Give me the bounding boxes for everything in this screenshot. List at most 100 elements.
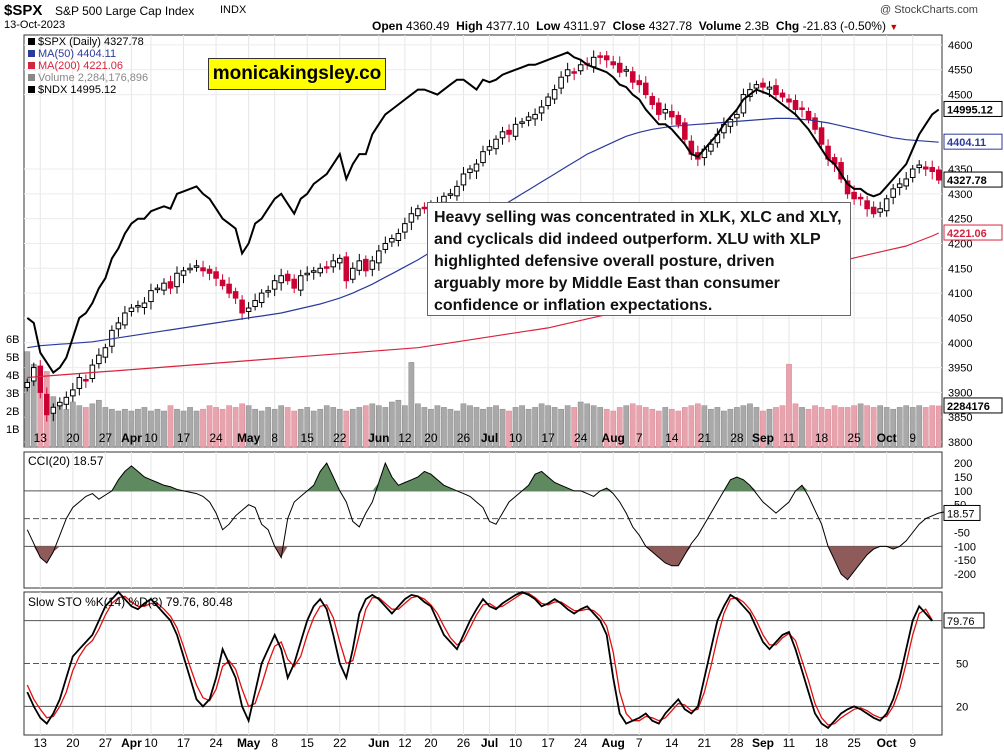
volume-bar [903, 405, 910, 448]
close-label: Close [612, 19, 646, 33]
volume-bar [467, 405, 473, 448]
volume-bar [571, 407, 578, 448]
volume-bar [480, 408, 486, 448]
candle-body [727, 118, 734, 127]
volume-bar [675, 410, 682, 448]
candle-body [616, 62, 623, 73]
ticker-symbol: $SPX [4, 2, 43, 19]
volume-bar [486, 407, 493, 448]
volume-bar [206, 405, 213, 448]
price-badge-label: 14995.12 [947, 104, 993, 116]
x-tick-label: May [237, 431, 261, 445]
volume-bar [545, 405, 551, 448]
cci-line [26, 461, 952, 581]
volume-bar [375, 405, 382, 448]
candle-body [206, 268, 213, 274]
volume-bar [297, 408, 304, 448]
volume-bar [831, 405, 838, 448]
candle-body [512, 123, 519, 137]
candle-body [278, 275, 284, 284]
candle-body [669, 110, 675, 118]
sto-tick-label: 50 [956, 659, 968, 671]
volume-bar [538, 403, 545, 448]
volume-bar [714, 407, 721, 448]
price-tick-label: 4000 [948, 338, 972, 350]
volume-tick-label: 5B [6, 352, 19, 364]
candle-body [37, 365, 44, 393]
candle-body [57, 401, 63, 407]
candle-body [363, 258, 369, 272]
volume-bar [232, 407, 239, 448]
volume-bar [167, 405, 174, 448]
candle-body [128, 307, 135, 312]
volume-bar [616, 407, 623, 448]
volume-bar [506, 410, 512, 448]
sto-tick-label: 20 [956, 701, 968, 713]
candle-body [636, 80, 643, 86]
volume-bar [727, 408, 734, 448]
volume-bar [922, 407, 929, 448]
candle-body [135, 305, 141, 308]
legend-swatch [28, 62, 35, 69]
volume-bar [56, 405, 63, 448]
volume-bar [877, 405, 884, 448]
candle-body [493, 138, 499, 150]
volume-bar [362, 405, 369, 448]
x-tick-label: 14 [665, 431, 679, 445]
volume-bar [740, 405, 747, 448]
candle-body [916, 164, 922, 169]
volume-bar [532, 407, 538, 448]
candle-body [102, 347, 109, 358]
x-tick-label: 12 [398, 431, 412, 445]
volume-value: 2.3B [744, 19, 770, 33]
volume-bar [662, 407, 669, 448]
candle-body [805, 110, 812, 120]
volume-tick-label: 3B [6, 388, 19, 400]
open-value: 4360.49 [406, 19, 450, 33]
candle-body [467, 168, 473, 173]
volume-bar [590, 405, 597, 448]
x-tick-label: Jul [481, 736, 498, 750]
candle-body [896, 183, 903, 188]
volume-bar [564, 405, 571, 448]
volume-bar [102, 407, 109, 448]
candle-body [551, 89, 558, 100]
candle-body [656, 102, 662, 115]
volume-bar [349, 408, 356, 448]
price-tick-label: 4250 [948, 214, 972, 226]
candle-body [506, 129, 512, 135]
volume-bar [245, 405, 252, 448]
candle-body [564, 69, 571, 77]
x-tick-label: Aug [602, 736, 625, 750]
candle-body [174, 272, 180, 288]
volume-bar [896, 407, 903, 448]
x-tick-label: 15 [301, 431, 315, 445]
x-tick-label: 17 [177, 736, 191, 750]
panel-frames [23, 34, 943, 736]
candle-body [903, 178, 909, 187]
price-tick-label: 4600 [948, 40, 972, 52]
x-tick-label: 20 [66, 431, 80, 445]
x-tick-label: 24 [574, 431, 588, 445]
candle-body [682, 122, 688, 140]
volume-tick-label: 6B [6, 334, 19, 346]
candle-body [447, 193, 454, 196]
volume-bar [402, 405, 408, 448]
cci-tick-label: -200 [954, 569, 976, 581]
volume-bar [493, 405, 499, 448]
volume-bar [460, 403, 467, 448]
candle-body [571, 71, 577, 74]
candle-body [161, 282, 167, 291]
volume-bar [734, 407, 740, 448]
candle-body [389, 238, 395, 243]
volume-bar [825, 408, 831, 448]
volume-bar [291, 410, 298, 448]
volume-bar [154, 408, 161, 448]
candle-body [415, 208, 421, 217]
x-tick-label: 17 [541, 736, 555, 750]
x-tick-label: 10 [144, 431, 158, 445]
volume-bar [512, 407, 519, 448]
x-tick-label: 27 [99, 431, 113, 445]
candle-body [271, 280, 278, 290]
